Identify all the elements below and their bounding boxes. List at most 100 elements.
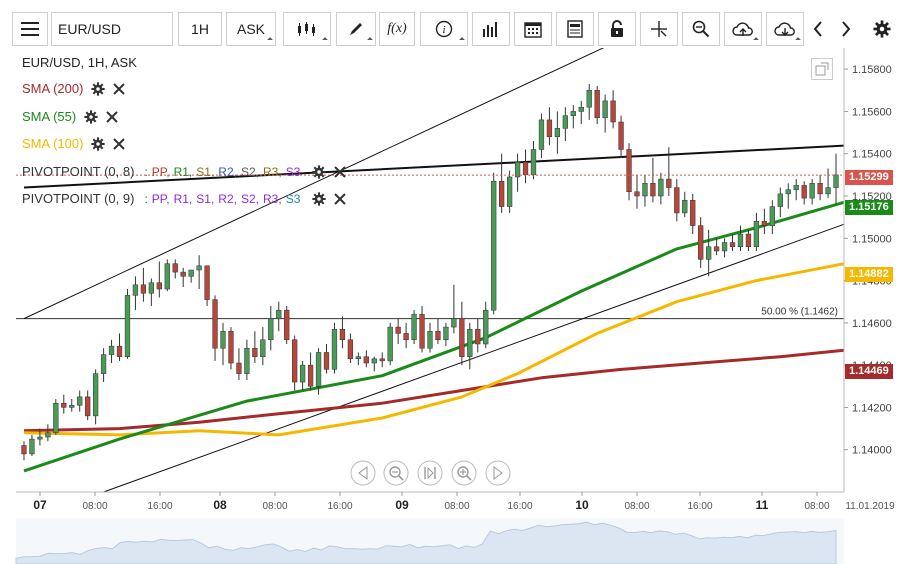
nav-right-button[interactable] [485, 460, 511, 486]
info-button[interactable]: i [420, 12, 468, 46]
close-icon[interactable] [113, 82, 126, 95]
pivot-part: : [144, 164, 148, 179]
price-chart[interactable]: 50.00 % (1.1462) 1.15800 1.15600 1.15400 1.… [0, 48, 908, 564]
candle [706, 229, 712, 277]
upload-button[interactable] [724, 12, 762, 46]
candle-body [403, 333, 409, 341]
candle-body [116, 345, 123, 357]
candle [355, 352, 361, 366]
candle-body [435, 331, 441, 341]
candle-body [156, 282, 162, 290]
candle [777, 187, 783, 218]
x-tick-label: 16:00 [327, 501, 352, 512]
zoom-in-button[interactable] [451, 460, 477, 486]
x-tick-label: 11 [756, 498, 769, 512]
pivot-part: R2, [218, 164, 237, 179]
close-icon[interactable] [106, 110, 118, 123]
x-tick-label: 16:00 [687, 501, 712, 512]
close-icon[interactable] [334, 192, 347, 205]
candle [427, 322, 433, 353]
sma100-label: SMA (100) [22, 136, 84, 151]
candle-body [315, 352, 322, 387]
candles-icon [298, 22, 315, 36]
reset-button[interactable] [417, 460, 443, 486]
pivot-part: PP, [151, 191, 170, 206]
candle [108, 339, 115, 364]
candle [387, 322, 393, 366]
hamburger-icon [21, 22, 39, 36]
candle [809, 179, 815, 205]
candle [85, 390, 91, 421]
candle [148, 278, 154, 306]
nav-button-circle [485, 460, 511, 486]
scroll-left-button[interactable] [804, 12, 832, 46]
price-type-button[interactable]: ASK [226, 12, 276, 46]
symbol-selector[interactable]: EUR/USD [51, 12, 173, 46]
candle [188, 269, 194, 283]
candle-body [276, 309, 282, 319]
legend-sma100: SMA (100) [22, 136, 126, 151]
candle [124, 289, 131, 359]
drawing-tools-button[interactable] [336, 12, 376, 46]
nav-left-button[interactable] [350, 460, 376, 486]
chart-type-button[interactable] [283, 12, 331, 46]
candle-body [307, 364, 314, 387]
navigator[interactable] [15, 460, 844, 564]
last-price-tag: 1.15299 [845, 170, 893, 185]
candle-body [570, 111, 576, 116]
lock-button[interactable] [598, 12, 636, 46]
menu-button[interactable] [12, 12, 48, 46]
candle [817, 174, 823, 201]
pivot-part: S2, [240, 191, 259, 206]
timeframe-button[interactable]: 1H [178, 12, 222, 46]
candle-body [180, 271, 186, 277]
expand-button[interactable] [811, 58, 833, 80]
candle-body [331, 328, 338, 370]
gear-icon[interactable] [84, 109, 98, 124]
candle [475, 318, 481, 353]
candle [371, 356, 377, 372]
gear-icon[interactable] [312, 191, 327, 206]
indicators-button[interactable]: f(x) [379, 12, 415, 46]
zoom-out-button[interactable] [383, 460, 409, 486]
crosshair-button[interactable] [640, 12, 678, 46]
candle-body [347, 339, 354, 360]
x-tick-label: 07 [33, 498, 47, 512]
volume-button[interactable] [472, 12, 510, 46]
candle-body [785, 189, 791, 195]
download-button[interactable] [766, 12, 804, 46]
gear-icon[interactable] [91, 136, 106, 151]
candle [721, 238, 728, 258]
chart-area[interactable]: 50.00 % (1.1462) 1.15800 1.15600 1.15400 1.… [0, 48, 908, 564]
pivot-part: R3, [263, 191, 282, 206]
settings-button[interactable] [866, 12, 898, 46]
candle-body [427, 331, 433, 349]
candle [403, 322, 409, 349]
triangle-left-icon [358, 466, 368, 480]
pivot1-label: PIVOTPOINT (0, 8) [22, 164, 135, 179]
crosshair-icon [651, 21, 667, 37]
report-button[interactable] [556, 12, 594, 46]
candle-body [212, 299, 218, 349]
candle [506, 170, 513, 213]
candle-body [21, 445, 27, 455]
calendar-button[interactable] [514, 12, 552, 46]
candle-body [379, 358, 385, 362]
candle [451, 284, 457, 334]
x-tick-label: 08:00 [444, 501, 469, 512]
candle [602, 94, 608, 133]
gear-icon[interactable] [312, 164, 327, 179]
legend-title: EUR/USD, 1H, ASK [22, 55, 137, 70]
gear-icon[interactable] [91, 81, 106, 96]
zoom-button[interactable] [682, 12, 720, 46]
legend-pivot2: PIVOTPOINT (0, 9) : PP, R1, S1, R2, S2, R3, S3 [22, 191, 347, 206]
scroll-right-button[interactable] [832, 12, 860, 46]
close-icon[interactable] [334, 165, 347, 178]
candle-body [228, 331, 234, 364]
candle-body [475, 328, 481, 345]
candle [650, 157, 656, 203]
candle [292, 335, 298, 391]
pencil-icon [350, 23, 362, 35]
close-icon[interactable] [113, 137, 126, 150]
x-tick-label: 08:00 [82, 501, 107, 512]
